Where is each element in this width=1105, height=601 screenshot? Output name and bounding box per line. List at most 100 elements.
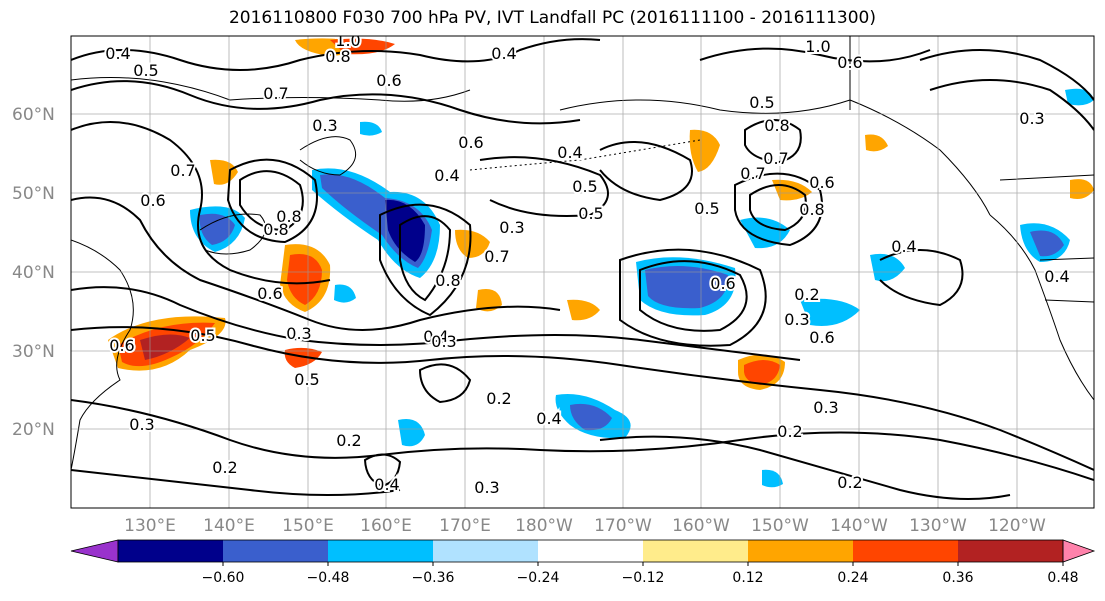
contour-line [919,49,1094,101]
shade-blob [800,298,860,326]
contour-line [71,80,581,125]
contour-label-halo: 0.8 [263,220,288,239]
contour-line [399,215,452,302]
contour-label-halo: 0.6 [140,191,165,210]
map-frame [70,35,1095,509]
lon-label: 170°E [439,516,491,536]
contour-label: 0.4 [891,237,916,256]
lon-label: 160°W [672,516,730,536]
coastline-kamchatka [299,136,357,176]
contour-label: 1.0 [335,31,360,50]
colorbar-extend-min [70,539,119,563]
contour-label: 0.5 [572,177,597,196]
colorbar-tick-label: 0.36 [942,570,973,586]
colorbar-segment [958,540,1064,562]
shade-blob [210,159,238,185]
contour-label: 0.4 [557,143,582,162]
contour-labels: 1.01.00.40.40.50.50.70.70.80.80.60.60.40… [103,31,1071,499]
contour-label-halo: 0.4 [434,166,459,185]
colorbar-tick-label: −0.24 [517,570,560,586]
colorbar-segment [223,540,329,562]
contour-label-halo: 0.7 [263,84,288,103]
contour-label: 0.6 [458,133,483,152]
contour-label-halo: 0.7 [170,161,195,180]
contour-label-halo: 0.4 [891,237,916,256]
contour-line [71,326,1094,471]
contour-label: 0.3 [784,310,809,329]
colorbar-segment [118,540,224,562]
contour-label-halo: 0.4 [491,44,516,63]
contour-line [379,203,472,317]
shade-blob [1070,179,1094,199]
contour-label: 0.2 [777,422,802,441]
contour-label: 0.4 [536,409,561,428]
contour-label: 0.8 [263,220,288,239]
contour-line [749,184,807,232]
contour-label: 0.2 [486,389,511,408]
colorbar-segment [538,540,644,562]
contour-label: 0.6 [809,173,834,192]
lat-label: 60°N [12,105,55,125]
contour-label-halo: 0.2 [837,473,862,492]
contour-line [71,196,561,331]
contour-line [639,260,748,332]
lat-label: 50°N [12,184,55,204]
shade-blob [870,253,905,282]
contour-label: 0.7 [740,164,765,183]
contour-label: 0.7 [763,149,788,168]
contour-label-halo: 0.4 [423,327,448,346]
contour-label-halo: 0.4 [1044,267,1069,286]
gridlines [71,36,1094,508]
contour-label: 0.3 [1019,109,1044,128]
coastline-japan [199,213,267,255]
lon-label: 180°W [515,516,573,536]
contour-label-halo: 0.2 [486,389,511,408]
contour-line [929,79,1094,131]
contour-label: 0.4 [491,44,516,63]
contour-label: 0.3 [499,218,524,237]
contour-label: 0.7 [484,247,509,266]
contour-label-halo: 0.7 [484,247,509,266]
contour-label-halo: 0.4 [374,475,399,494]
shade-blob [744,360,780,385]
contour-label: 0.3 [431,332,456,351]
contour-label: 0.4 [1044,267,1069,286]
contour-label: 0.6 [809,328,834,347]
coastlines [71,36,1094,471]
contour-label-halo: 0.8 [276,207,301,226]
contour-line [599,141,693,202]
coastline-siberia [71,77,471,102]
contour-label-halo: 0.6 [257,284,282,303]
contour-label: 0.5 [749,93,774,112]
colorbar-border [117,539,1064,563]
us-state-lines [1039,257,1094,303]
contour-line [879,249,964,307]
coastline-alaska [559,99,991,216]
contour-label-halo: 0.3 [129,415,154,434]
contour-line [619,248,767,347]
contour-label: 0.5 [694,199,719,218]
contour-label-halo: 0.2 [794,285,819,304]
lon-label: 140°E [203,516,255,536]
lon-label: 120°W [988,516,1046,536]
shade-blob [570,403,612,431]
contour-label: 0.2 [212,458,237,477]
contour-label: 0.3 [312,116,337,135]
colorbar-segment [748,540,854,562]
contour-label: 0.6 [109,336,134,355]
coastline-namerica-west [989,214,1094,401]
contour-line [71,38,601,71]
aleutian-islands [469,139,701,171]
contour-label: 0.5 [578,204,603,223]
shade-blob [567,299,600,321]
contour-line [239,170,304,232]
colorbar-segment [853,540,959,562]
contour-label: 0.2 [794,285,819,304]
contour-label-halo: 0.2 [777,422,802,441]
shade-blob [199,213,235,245]
contour-label-halo: 0.5 [294,370,319,389]
contour-label-halo: 0.4 [105,44,130,63]
contour-label-halo: 0.2 [212,458,237,477]
map-title: 2016110800 F030 700 hPa PV, IVT Landfall… [228,8,876,28]
contour-line [479,156,609,217]
